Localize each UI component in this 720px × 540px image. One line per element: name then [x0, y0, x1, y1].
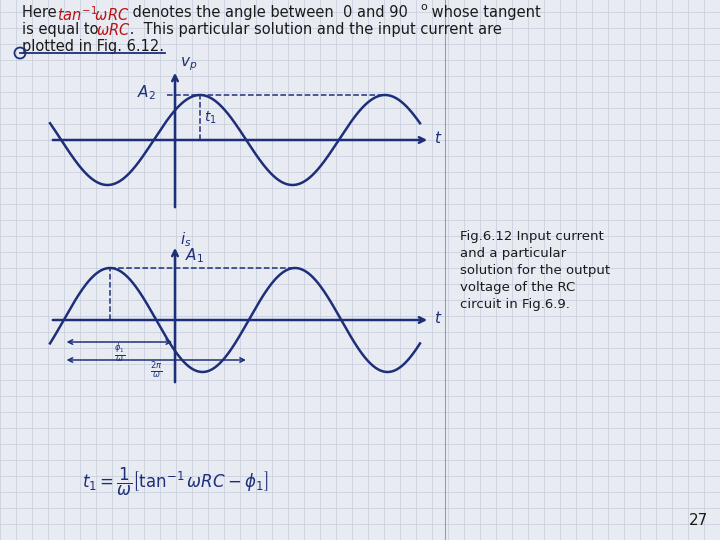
Text: is equal to: is equal to	[22, 22, 103, 37]
Text: $t_1$: $t_1$	[204, 109, 217, 126]
Text: $\frac{2\pi}{\omega}$: $\frac{2\pi}{\omega}$	[150, 361, 163, 381]
Text: voltage of the RC: voltage of the RC	[460, 281, 575, 294]
Text: $v_p$: $v_p$	[180, 56, 197, 73]
Text: o: o	[420, 2, 427, 12]
Text: $\mathit{\omega RC}$: $\mathit{\omega RC}$	[96, 22, 130, 38]
Text: $\frac{\phi_1}{\omega}$: $\frac{\phi_1}{\omega}$	[114, 343, 125, 366]
Text: $t_1 = \dfrac{1}{\omega}\left[\tan^{-1}\omega RC - \phi_1\right]$: $t_1 = \dfrac{1}{\omega}\left[\tan^{-1}\…	[82, 466, 268, 498]
Text: and a particular: and a particular	[460, 247, 566, 260]
Text: $A_2$: $A_2$	[137, 84, 156, 103]
Text: .  This particular solution and the input current are: . This particular solution and the input…	[125, 22, 502, 37]
Text: denotes the angle between  0 and 90: denotes the angle between 0 and 90	[128, 5, 408, 20]
Text: plotted in Fig. 6.12.: plotted in Fig. 6.12.	[22, 39, 164, 54]
Text: Fig.6.12 Input current: Fig.6.12 Input current	[460, 230, 604, 243]
Text: circuit in Fig.6.9.: circuit in Fig.6.9.	[460, 298, 570, 311]
Text: $t$: $t$	[434, 130, 443, 146]
Text: whose tangent: whose tangent	[427, 5, 541, 20]
Text: 27: 27	[689, 513, 708, 528]
Text: $A_1$: $A_1$	[185, 246, 204, 265]
Text: $t$: $t$	[434, 310, 443, 326]
Text: solution for the output: solution for the output	[460, 264, 610, 277]
Text: $i_s$: $i_s$	[180, 230, 192, 249]
Text: Here: Here	[22, 5, 61, 20]
Text: $\mathit{tan^{-1}\!\omega RC}$: $\mathit{tan^{-1}\!\omega RC}$	[57, 5, 130, 24]
